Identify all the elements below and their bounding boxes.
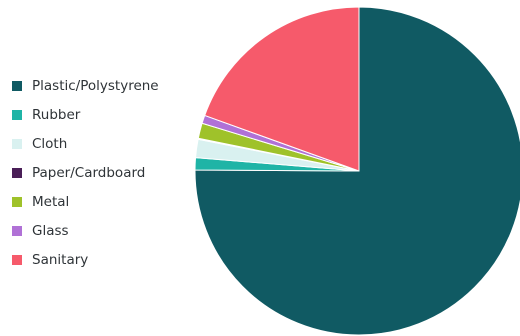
- legend-item: Plastic/Polystyrene: [12, 71, 187, 100]
- legend-swatch: [12, 167, 22, 178]
- pie-slice: [194, 6, 520, 336]
- legend-label: Paper/Cardboard: [32, 164, 146, 181]
- legend-label: Metal: [32, 193, 70, 210]
- legend-swatch: [12, 109, 22, 120]
- legend-item: Sanitary: [12, 245, 187, 274]
- legend-label: Rubber: [32, 106, 81, 123]
- legend-swatch: [12, 254, 22, 265]
- legend-swatch: [12, 138, 22, 149]
- chart-legend: Plastic/Polystyrene Rubber Cloth Paper/Card…: [12, 71, 187, 274]
- legend-label: Cloth: [32, 135, 68, 152]
- legend-label: Sanitary: [32, 251, 89, 268]
- legend-item: Cloth: [12, 129, 187, 158]
- legend-item: Metal: [12, 187, 187, 216]
- pie-slice: [204, 6, 360, 172]
- legend-label: Plastic/Polystyrene: [32, 77, 159, 94]
- legend-swatch: [12, 225, 22, 236]
- legend-swatch: [12, 80, 22, 91]
- legend-item: Rubber: [12, 100, 187, 129]
- legend-item: Glass: [12, 216, 187, 245]
- legend-swatch: [12, 196, 22, 207]
- legend-item: Paper/Cardboard: [12, 158, 187, 187]
- legend-label: Glass: [32, 222, 69, 239]
